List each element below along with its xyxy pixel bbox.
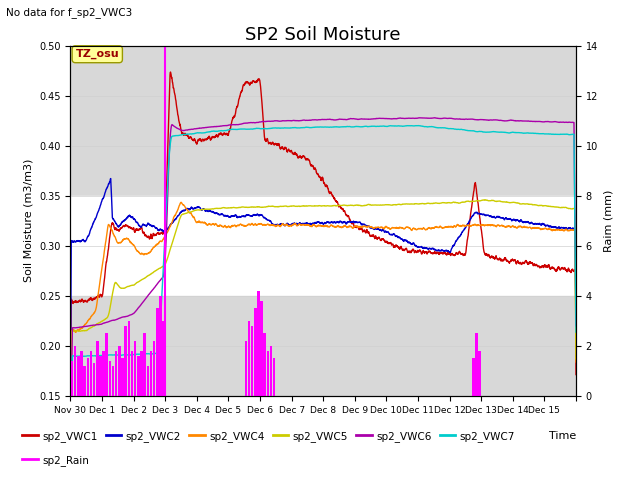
Bar [80,351,83,396]
Bar [127,321,130,396]
Text: TZ_osu: TZ_osu [76,49,119,60]
Bar [83,366,86,396]
Title: SP2 Soil Moisture: SP2 Soil Moisture [246,26,401,44]
Bar [164,46,166,396]
Bar [99,356,102,396]
Bar [124,326,127,396]
Bar [150,351,152,396]
Text: Time: Time [548,431,576,441]
Bar [478,351,481,396]
Bar [74,346,76,396]
Bar [137,356,140,396]
Bar [112,366,115,396]
Bar [70,361,73,396]
Bar [134,341,136,396]
Bar [270,346,273,396]
Bar [70,296,576,396]
Bar [118,346,121,396]
Legend: sp2_VWC1, sp2_VWC2, sp2_VWC4, sp2_VWC5, sp2_VWC6, sp2_VWC7: sp2_VWC1, sp2_VWC2, sp2_VWC4, sp2_VWC5, … [18,427,519,446]
Bar [257,291,260,396]
Bar [90,351,92,396]
Bar [472,359,475,396]
Bar [254,309,257,396]
Bar [102,351,105,396]
Bar [147,366,149,396]
Bar [96,341,99,396]
Bar [159,296,162,396]
Bar [153,341,156,396]
Bar [267,351,269,396]
Y-axis label: Soil Moisture (m3/m3): Soil Moisture (m3/m3) [24,159,33,283]
Bar [109,361,111,396]
Y-axis label: Raim (mm): Raim (mm) [604,190,614,252]
Text: No data for f_sp2_VWC3: No data for f_sp2_VWC3 [6,7,132,18]
Bar [264,334,266,396]
Bar [70,196,576,296]
Bar [93,363,95,396]
Bar [140,351,143,396]
Bar [70,96,576,196]
Bar [121,359,124,396]
Bar [77,356,79,396]
Bar [131,351,133,396]
Bar [244,341,247,396]
Bar [115,351,118,396]
Bar [273,359,275,396]
Bar [70,46,576,96]
Bar [260,301,263,396]
Bar [156,309,159,396]
Bar [475,334,477,396]
Bar [163,321,165,396]
Bar [143,334,146,396]
Legend: sp2_Rain: sp2_Rain [18,451,93,470]
Bar [251,326,253,396]
Bar [106,334,108,396]
Bar [248,321,250,396]
Bar [86,359,89,396]
